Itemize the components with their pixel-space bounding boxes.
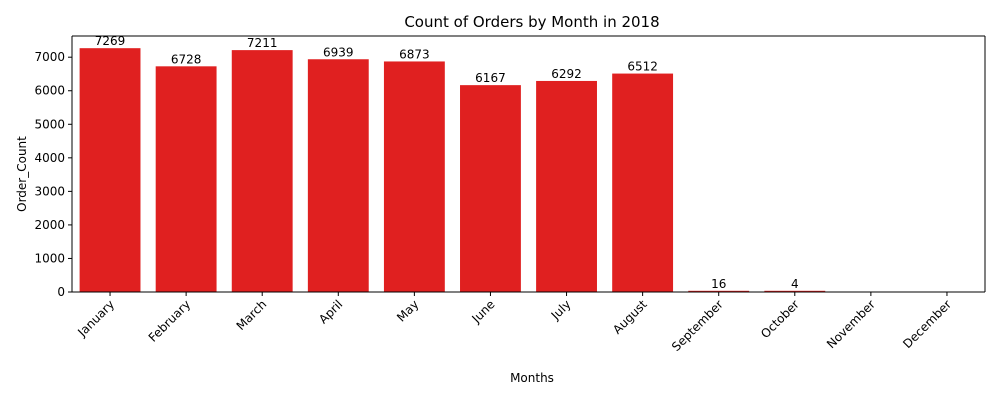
x-tick-label-september: September [669,297,726,354]
data-label-august: 6512 [627,60,658,74]
bar-may [383,61,445,293]
x-axis-label: Months [510,371,554,385]
x-tick-label-november: November [824,297,878,351]
data-label-february: 6728 [171,52,202,66]
x-tick-label-july: July [548,297,574,323]
bar-july [536,80,597,292]
bar-february [155,66,217,292]
data-label-may: 6873 [399,47,430,61]
chart-title: Count of Orders by Month in 2018 [404,13,659,31]
data-label-september: 16 [711,277,726,291]
y-tick-label-6000: 6000 [34,84,65,98]
x-tick-label-august: August [610,297,650,337]
x-tick-label-january: January [74,297,117,340]
bar-april [307,59,369,292]
y-tick-label-3000: 3000 [34,184,65,198]
bar-june [460,85,521,292]
y-tick-label-0: 0 [57,285,65,299]
x-tick-label-june: June [468,297,497,326]
plot-area: 0 1000 2000 3000 4000 5000 6000 7000 January 7269… [34,34,986,354]
x-tick-label-march: March [234,297,270,333]
y-tick-label-5000: 5000 [34,117,65,131]
x-tick-label-october: October [758,297,802,341]
bar-march [231,50,293,293]
y-axis-label: Order_Count [15,136,29,212]
x-tick-label-february: February [146,297,194,345]
y-tick-label-4000: 4000 [34,151,65,165]
bar-october [764,290,826,292]
data-label-march: 7211 [247,36,278,50]
data-label-april: 6939 [323,45,354,59]
data-label-january: 7269 [95,34,126,48]
y-tick-label-1000: 1000 [34,251,65,265]
x-tick-label-may: May [394,297,421,324]
data-label-june: 6167 [475,71,506,85]
bar-august [612,73,674,292]
bar-september [688,290,750,292]
y-tick-label-7000: 7000 [34,50,65,64]
x-tick-label-december: December [900,297,954,351]
x-tick-label-april: April [316,297,345,326]
data-label-october: 4 [791,277,799,291]
y-tick-label-2000: 2000 [34,218,65,232]
bar-january [79,48,141,293]
data-label-july: 6292 [551,67,582,81]
